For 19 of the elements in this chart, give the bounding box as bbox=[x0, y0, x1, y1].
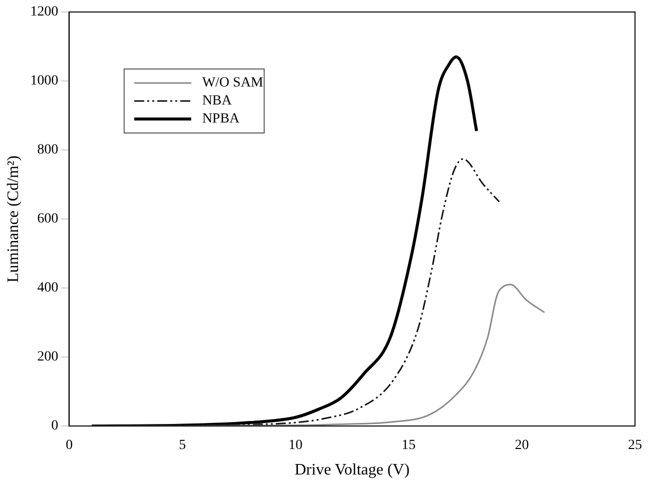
y-tick-label: 200 bbox=[37, 350, 58, 365]
legend-label: W/O SAM bbox=[202, 76, 264, 91]
y-tick-label: 0 bbox=[51, 418, 58, 434]
y-tick-label: 800 bbox=[37, 142, 58, 158]
x-tick-label: 25 bbox=[628, 438, 642, 454]
y-tick-label: 600 bbox=[37, 212, 58, 227]
legend-label: NBA bbox=[202, 94, 233, 109]
y-tick-label: 1200 bbox=[30, 4, 58, 20]
y-tick-label: 400 bbox=[37, 280, 58, 296]
x-tick-label: 0 bbox=[66, 438, 73, 454]
line-series bbox=[91, 158, 500, 426]
x-tick-label: 10 bbox=[288, 438, 303, 454]
x-tick-label: 15 bbox=[402, 438, 416, 454]
legend-label: NPBA bbox=[202, 112, 240, 127]
y-axis-title: Luminance (Cd/m²) bbox=[4, 156, 22, 282]
x-tick-label: 20 bbox=[514, 438, 529, 454]
x-tick-label: 5 bbox=[178, 438, 186, 454]
x-axis-title: Drive Voltage (V) bbox=[294, 462, 410, 479]
y-tick-label: 1000 bbox=[30, 74, 58, 89]
